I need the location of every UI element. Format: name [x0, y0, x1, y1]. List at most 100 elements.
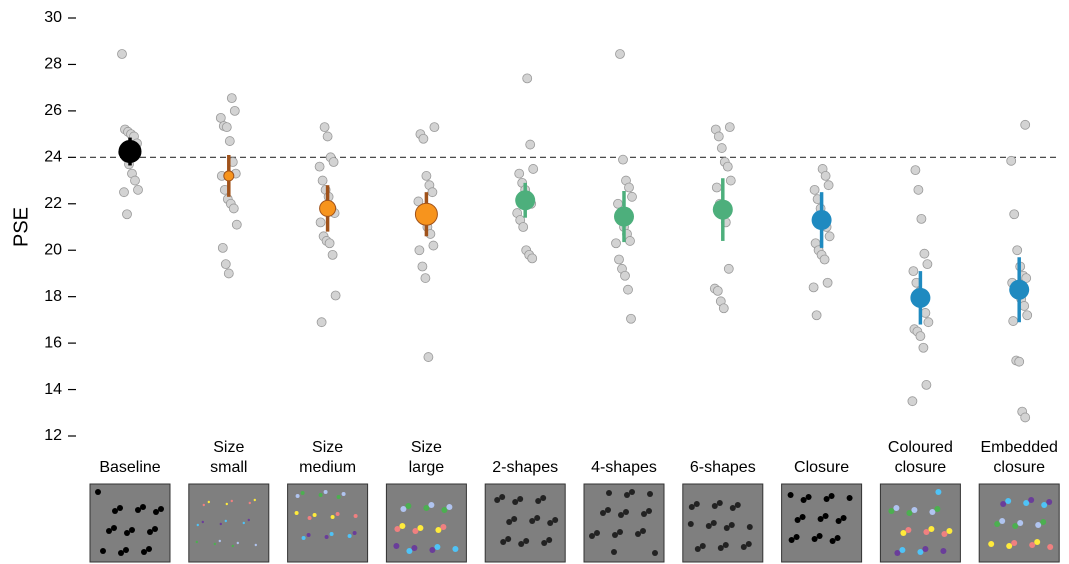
- thumbnail-dot: [324, 535, 329, 539]
- data-point: [525, 139, 536, 150]
- data-point: [718, 303, 729, 314]
- thumbnail-dot: [635, 531, 641, 537]
- thumbnail-dot: [141, 549, 147, 555]
- thumbnail-dot: [540, 495, 547, 501]
- data-point: [907, 396, 918, 407]
- thumbnail-dot: [905, 527, 912, 533]
- thumbnail-dot: [794, 517, 801, 523]
- thumbnail-dot: [428, 502, 435, 508]
- category-label: Size medium: [299, 439, 356, 476]
- mean-marker: [1009, 279, 1030, 300]
- thumbnail-dot: [612, 532, 618, 538]
- stimulus-thumbnail: [682, 483, 764, 563]
- mean-marker: [223, 170, 235, 182]
- thumbnail-dot: [929, 509, 936, 515]
- thumbnail-dot: [312, 513, 317, 517]
- y-tick-label: 30: [44, 9, 62, 26]
- thumbnail-dot: [546, 537, 553, 543]
- thumbnail-dot: [330, 515, 335, 519]
- data-point: [315, 217, 326, 228]
- mean-marker: [614, 206, 634, 227]
- thumbnail-dot: [940, 548, 947, 554]
- data-point: [1022, 310, 1033, 321]
- thumbnail-dot: [196, 523, 199, 527]
- thumbnail-dot: [129, 527, 135, 533]
- thumbnail-dot: [399, 523, 406, 529]
- thumbnail-dot: [225, 502, 228, 506]
- thumbnail-dot: [147, 529, 153, 535]
- thumbnail-dot: [629, 489, 635, 495]
- data-point: [808, 282, 819, 293]
- thumbnail-dot: [1011, 540, 1018, 546]
- thumbnail-dot: [934, 506, 941, 512]
- thumbnail-dot: [300, 491, 305, 495]
- data-point: [711, 182, 722, 193]
- thumbnail-dot: [1041, 502, 1048, 508]
- category-label: Baseline: [99, 459, 160, 476]
- thumbnail-dot: [230, 499, 233, 503]
- thumbnail-dot: [729, 505, 736, 511]
- stimulus-thumbnail: [583, 483, 665, 563]
- data-point: [1020, 412, 1031, 423]
- data-point: [231, 219, 242, 230]
- thumbnail-dot: [829, 538, 836, 544]
- thumbnail-dot: [123, 547, 129, 553]
- thumbnail-dot: [341, 492, 346, 496]
- category-label: Size small: [210, 439, 247, 476]
- category-label: 2-shapes: [492, 459, 558, 476]
- thumbnail-dot: [547, 520, 554, 526]
- thumbnail-dot: [694, 546, 701, 552]
- thumbnail-dot: [248, 501, 251, 505]
- data-point: [427, 187, 438, 198]
- thumbnail-dot: [307, 516, 312, 520]
- category-label: Size large: [409, 439, 445, 476]
- data-point: [910, 165, 921, 176]
- data-point: [1019, 301, 1030, 311]
- data-point: [618, 154, 628, 165]
- thumbnail-dot: [295, 494, 300, 498]
- thumbnail-dot: [717, 545, 724, 551]
- data-point: [229, 105, 240, 116]
- data-point: [811, 310, 822, 321]
- thumbnail-dot: [335, 512, 340, 516]
- thumbnail-dot: [922, 546, 929, 552]
- stimulus-thumbnail: [287, 483, 369, 563]
- thumbnail-dot: [911, 507, 918, 513]
- thumbnail-dot: [106, 528, 112, 534]
- thumbnail-dot: [928, 526, 935, 532]
- mean-marker: [910, 287, 931, 308]
- thumbnail-dot: [523, 538, 530, 544]
- category-label: 4-shapes: [591, 459, 657, 476]
- category-label: Coloured closure: [888, 439, 953, 476]
- thumbnail-dot: [811, 536, 818, 542]
- data-point: [919, 248, 930, 259]
- thumbnail-dot: [231, 544, 234, 548]
- thumbnail-dot: [505, 536, 512, 542]
- thumbnail-dot: [529, 518, 536, 524]
- thumbnail-dot: [441, 507, 448, 513]
- data-point: [724, 122, 735, 133]
- data-point: [1012, 245, 1023, 256]
- thumbnail-dot: [353, 514, 358, 518]
- data-point: [417, 261, 428, 272]
- thumbnail-dot: [624, 492, 630, 498]
- data-point: [1006, 155, 1017, 166]
- data-point: [620, 270, 630, 281]
- mean-marker: [811, 210, 832, 231]
- thumbnail-dot: [146, 546, 152, 552]
- y-axis-label: PSE: [10, 207, 32, 247]
- data-point: [626, 313, 636, 324]
- data-point: [916, 213, 927, 224]
- thumbnail-dot: [917, 549, 924, 555]
- thumbnail-dot: [823, 496, 830, 502]
- thumbnail-dot: [728, 522, 735, 528]
- thumbnail-dot: [494, 497, 501, 503]
- data-point: [418, 133, 429, 144]
- y-tick-label: 22: [44, 195, 62, 212]
- data-point: [119, 187, 129, 198]
- data-point: [428, 240, 439, 251]
- thumbnail-dot: [1006, 543, 1013, 549]
- thumbnail-dot: [999, 518, 1006, 524]
- data-point: [809, 184, 820, 195]
- thumbnail-dot: [805, 494, 812, 500]
